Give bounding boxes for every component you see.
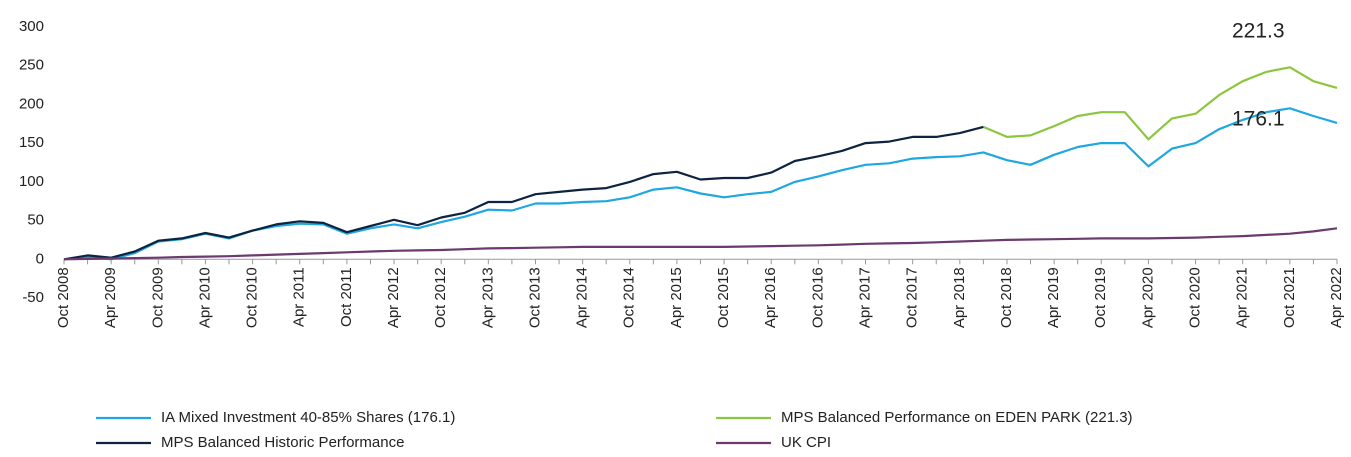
y-tick-label: 100: [19, 173, 44, 190]
x-tick-label: Oct 2013: [526, 267, 543, 328]
legend-label: IA Mixed Investment 40-85% Shares (176.1…: [161, 409, 455, 426]
series-line: [63, 227, 1338, 261]
x-tick-label: Apr 2020: [1139, 267, 1156, 328]
y-tick-label: -50: [22, 289, 44, 306]
x-tick-label: Oct 2011: [338, 267, 355, 327]
legend-label: MPS Balanced Historic Performance: [161, 434, 404, 451]
x-tick-label: Apr 2022: [1328, 267, 1345, 328]
x-tick-label: Oct 2015: [715, 267, 732, 328]
annotation: 221.3: [1232, 20, 1285, 43]
y-tick-label: 0: [36, 250, 44, 267]
series-line: [63, 125, 984, 261]
series-line: [982, 66, 1338, 141]
x-tick-label: Oct 2021: [1281, 267, 1298, 328]
x-tick-label: Oct 2018: [998, 267, 1015, 328]
y-tick-label: 50: [27, 212, 44, 229]
x-tick-label: Oct 2009: [149, 267, 166, 328]
x-tick-label: Apr 2014: [574, 267, 591, 328]
x-tick-label: Apr 2019: [1045, 267, 1062, 328]
x-tick-label: Apr 2015: [668, 267, 685, 328]
x-tick-label: Oct 2019: [1092, 267, 1109, 328]
x-tick-label: Apr 2021: [1234, 267, 1251, 328]
y-tick-label: 150: [19, 134, 44, 151]
x-tick-label: Apr 2011: [291, 267, 308, 327]
x-tick-label: Oct 2014: [621, 267, 638, 328]
x-tick-label: Oct 2020: [1187, 267, 1204, 328]
y-tick-label: 300: [19, 18, 44, 35]
legend-label: UK CPI: [781, 434, 831, 451]
y-tick-label: 200: [19, 95, 44, 112]
series-line: [63, 107, 1338, 261]
x-tick-label: Apr 2016: [762, 267, 779, 328]
x-tick-label: Oct 2016: [809, 267, 826, 328]
x-tick-label: Oct 2010: [244, 267, 261, 328]
x-tick-label: Apr 2009: [102, 267, 119, 328]
x-tick-label: Oct 2008: [55, 267, 72, 328]
x-tick-label: Apr 2012: [385, 267, 402, 328]
x-tick-label: Apr 2010: [196, 267, 213, 328]
x-tick-label: Oct 2012: [432, 267, 449, 328]
legend-label: MPS Balanced Performance on EDEN PARK (2…: [781, 409, 1133, 426]
x-tick-label: Apr 2018: [951, 267, 968, 328]
y-tick-label: 250: [19, 57, 44, 74]
x-tick-label: Apr 2013: [479, 267, 496, 328]
annotation: 176.1: [1232, 107, 1285, 130]
x-tick-label: Apr 2017: [856, 267, 873, 328]
x-tick-label: Oct 2017: [904, 267, 921, 328]
